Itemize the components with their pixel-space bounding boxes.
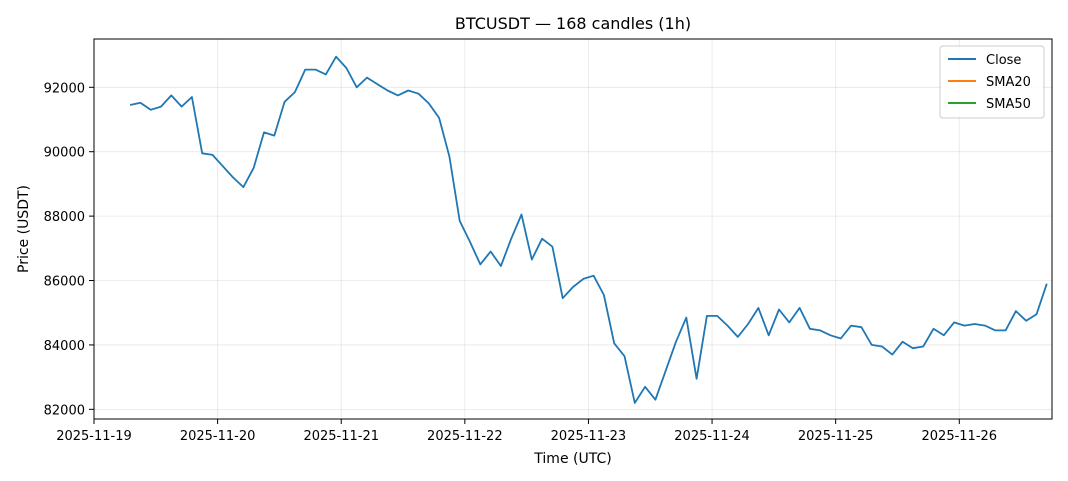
grid: [93, 39, 1052, 419]
x-tick-label: 2025-11-26: [922, 429, 998, 444]
x-tick-label: 2025-11-25: [798, 429, 874, 444]
y-tick-label: 86000: [44, 275, 85, 290]
y-tick-label: 84000: [44, 339, 85, 354]
series-line-close: [129, 55, 1048, 404]
y-tick-label: 88000: [44, 210, 85, 225]
legend-box: [939, 45, 1045, 119]
y-tick-label: 90000: [44, 146, 85, 161]
x-tick-label: 2025-11-19: [56, 429, 132, 444]
x-tick-label: 2025-11-22: [427, 429, 503, 444]
x-tick-label: 2025-11-20: [180, 429, 256, 444]
legend-label: SMA20: [986, 75, 1031, 90]
y-tick-label: 92000: [44, 81, 85, 96]
plot-frame: [93, 38, 1053, 420]
chart-title: BTCUSDT — 168 candles (1h): [455, 14, 691, 33]
series-layer: [129, 55, 1048, 404]
y-tick-label: 82000: [44, 403, 85, 418]
x-axis-ticks: 2025-11-19 2025-11-20 2025-11-21 2025-11-22…: [56, 419, 997, 444]
x-axis-title: Time (UTC): [533, 451, 611, 467]
x-tick-label: 2025-11-21: [303, 429, 379, 444]
legend-label: Close: [986, 53, 1021, 68]
y-axis-title: Price (USDT): [16, 185, 32, 273]
y-axis-ticks: 82000 84000 86000 88000 90000 92000: [44, 81, 94, 418]
x-tick-label: 2025-11-24: [674, 429, 750, 444]
legend-label: SMA50: [986, 97, 1031, 112]
x-tick-label: 2025-11-23: [551, 429, 627, 444]
legend: Close SMA20 SMA50: [939, 45, 1045, 119]
